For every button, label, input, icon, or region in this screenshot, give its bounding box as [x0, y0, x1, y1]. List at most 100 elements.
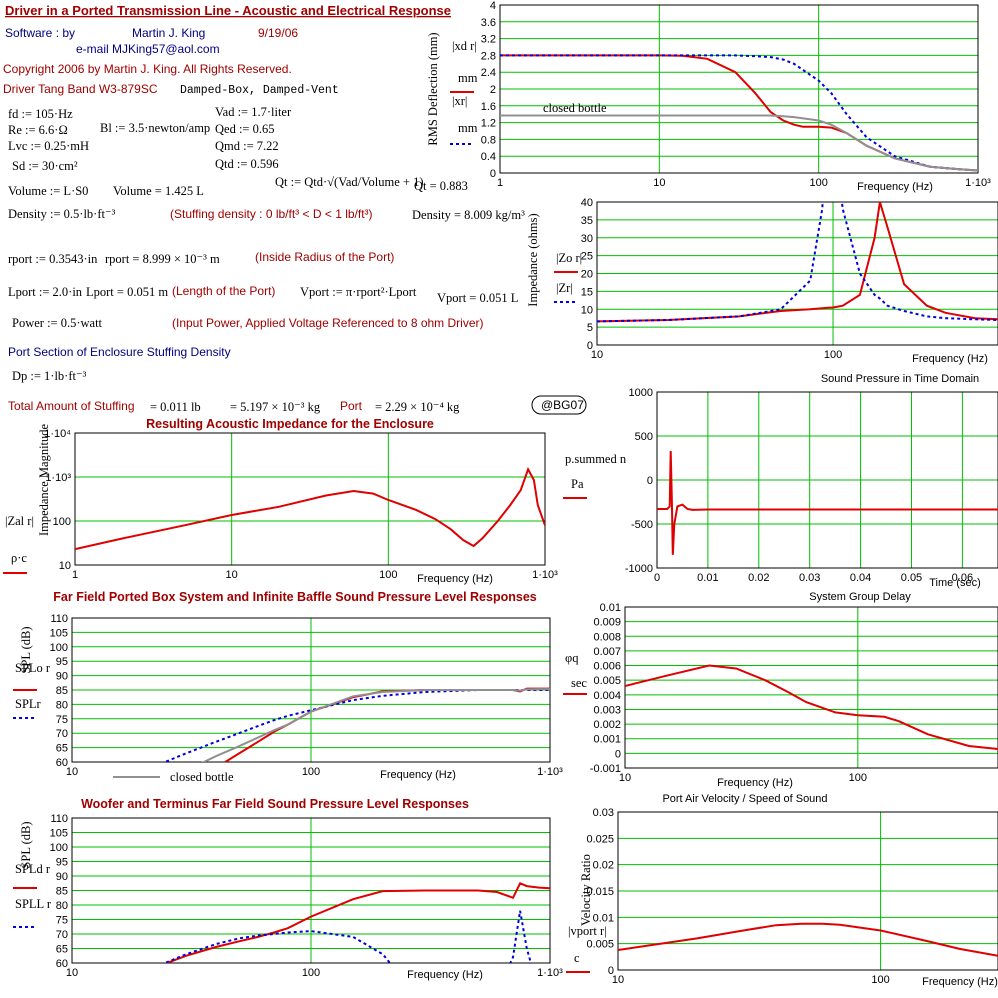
y-tick-label: 80 [56, 699, 68, 711]
y-tick-label: 0 [490, 168, 496, 180]
y-tick-label: 0.001 [593, 734, 621, 746]
y-tick-label: 0 [615, 748, 621, 760]
worksheet-text: rport := 0.3543·in [8, 252, 98, 266]
legend-label: p.summed n [565, 452, 627, 466]
y-tick-label: 4 [490, 0, 496, 12]
y-tick-label: 3.6 [481, 17, 496, 29]
legend-label: SPLL r [15, 897, 52, 911]
x-tick-label: 10 [66, 766, 78, 778]
worksheet-text: = 5.197 × 10⁻³ kg [230, 400, 321, 414]
y-tick-label: 1.6 [481, 101, 496, 113]
x-tick-label: 100 [302, 967, 320, 979]
x-tick-label: 10 [66, 967, 78, 979]
x-axis-label: Frequency (Hz) [407, 969, 483, 981]
x-tick-label: 100 [849, 772, 867, 784]
y-tick-label: 10 [59, 560, 71, 572]
x-axis-label: Frequency (Hz) [912, 353, 988, 365]
y-tick-label: 65 [56, 743, 68, 755]
worksheet-text: Bl := 3.5·newton/amp [100, 121, 210, 135]
series-line [201, 688, 550, 762]
y-tick-label: 85 [56, 685, 68, 697]
chart-title: Far Field Ported Box System and Infinite… [53, 590, 537, 604]
worksheet-text: Re := 6.6·Ω [8, 123, 68, 137]
y-tick-label: 10 [581, 304, 593, 316]
y-tick-label: 0 [587, 340, 593, 352]
worksheet-text: Vad := 1.7·liter [215, 105, 292, 119]
y-tick-label: 0.005 [593, 675, 621, 687]
series-line [657, 450, 998, 555]
y-tick-label: 0.4 [481, 151, 496, 163]
worksheet-text: Total Amount of Stuffing [8, 399, 135, 413]
y-tick-label: 0.025 [586, 833, 614, 845]
x-tick-label: 10 [612, 974, 624, 986]
y-tick-label: 2.4 [481, 67, 496, 79]
y-tick-label: 0.007 [593, 646, 621, 658]
worksheet-text: Damped-Box, Damped-Vent [180, 84, 339, 97]
x-axis-label: Frequency (Hz) [922, 976, 998, 988]
y-tick-label: 0.002 [593, 719, 621, 731]
chart-title: Woofer and Terminus Far Field Sound Pres… [81, 797, 469, 811]
x-tick-label: 1·10³ [965, 177, 991, 189]
x-tick-label: 0.04 [850, 572, 871, 584]
y-tick-label: 90 [56, 671, 68, 683]
worksheet-text: Sd := 30·cm² [12, 159, 78, 173]
x-tick-label: 10 [591, 349, 603, 361]
x-axis-label: Frequency (Hz) [417, 573, 493, 585]
worksheet-text: fd := 105·Hz [8, 107, 73, 121]
y-tick-label: 1·10⁴ [44, 428, 71, 440]
legend-label: SPLd r [15, 862, 51, 876]
legend-label: |Zr| [556, 281, 573, 295]
y-tick-label: 0.005 [586, 939, 614, 951]
y-tick-label: 20 [581, 269, 593, 281]
legend-unit: ρ·c [11, 551, 27, 565]
y-tick-label: 2.8 [481, 50, 496, 62]
legend-unit: mm [458, 121, 478, 135]
chart-title: Port Air Velocity / Speed of Sound [662, 793, 827, 805]
y-tick-label: 5 [587, 322, 593, 334]
legend-label: |Zo r| [556, 251, 582, 265]
y-tick-label: 0 [647, 475, 653, 487]
worksheet-text: Martin J. King [132, 26, 205, 40]
series-line [75, 466, 545, 551]
y-tick-label: 0.008 [593, 631, 621, 643]
y-tick-label: 0.003 [593, 704, 621, 716]
legend-label: φq [565, 651, 579, 665]
worksheet-text: Driver in a Ported Transmission Line - A… [5, 3, 451, 18]
y-tick-label: 1000 [629, 387, 653, 399]
y-tick-label: 100 [50, 642, 68, 654]
series-line [618, 922, 998, 957]
series-line [500, 54, 978, 172]
worksheet-text: e-mail MJKing57@aol.com [76, 42, 220, 56]
worksheet-text: = 2.29 × 10⁻⁴ kg [375, 400, 460, 414]
x-tick-label: 100 [824, 349, 842, 361]
y-tick-label: 1.2 [481, 118, 496, 130]
y-axis-label: Impedance (ohms) [526, 213, 540, 306]
worksheet-text: Volume = 1.425 L [113, 184, 204, 198]
chart-title: Sound Pressure in Time Domain [821, 373, 979, 385]
y-tick-label: 95 [56, 857, 68, 869]
worksheet-text: Lport = 0.051 m [86, 285, 168, 299]
worksheet-text: (Inside Radius of the Port) [255, 250, 394, 264]
chart-title: System Group Delay [809, 591, 911, 603]
x-tick-label: 10 [653, 177, 665, 189]
y-tick-label: 15 [581, 286, 593, 298]
plot-border [656, 391, 998, 569]
y-tick-label: 60 [56, 958, 68, 970]
legend-label: |xd r| [452, 39, 477, 53]
x-tick-label: 1 [72, 569, 78, 581]
x-tick-label: 1 [497, 177, 503, 189]
series-line [597, 202, 998, 323]
worksheet-text: Density := 0.5·lb·ft⁻³ [8, 207, 116, 221]
worksheet-text: Qt = 0.883 [414, 179, 468, 193]
plot-border [71, 817, 551, 964]
x-tick-label: 0.02 [748, 572, 769, 584]
legend-label: closed bottle [170, 770, 234, 784]
y-tick-label: 0.009 [593, 617, 621, 629]
worksheet-text: Software : by [5, 26, 75, 40]
legend-label: |xr| [452, 94, 467, 108]
y-tick-label: 0.03 [593, 807, 614, 819]
series-line [597, 202, 998, 323]
worksheet-text: Qt := Qtd·√(Vad/Volume + 1) [275, 175, 424, 189]
series-line [500, 114, 978, 172]
